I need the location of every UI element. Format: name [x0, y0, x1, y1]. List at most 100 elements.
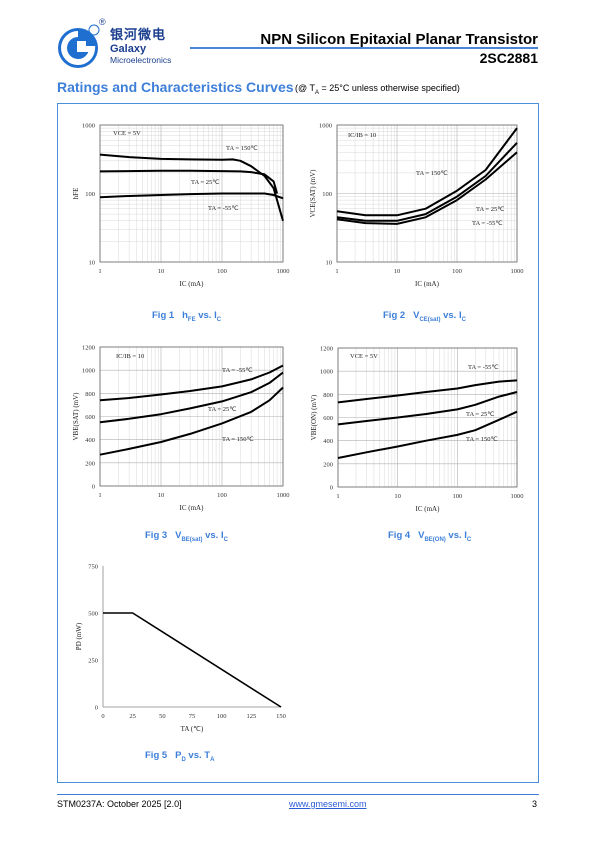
- footer-page-number: 3: [532, 799, 538, 809]
- brand-name: Galaxy: [110, 43, 147, 55]
- chart3-condition-label: IC/IB = 10: [116, 353, 144, 360]
- chart4-x-tick-label: 1000: [511, 493, 524, 500]
- chart5-y-tick-label: 250: [88, 658, 98, 665]
- chart4-series-line-3: [337, 410, 518, 459]
- chart4-plot-border: [337, 347, 518, 488]
- chart2-x-tick-label: 10: [394, 268, 401, 275]
- company-logo-icon: [58, 24, 100, 68]
- chart5-x-tick-label: 25: [129, 713, 136, 720]
- chart1-y-tick-label: 10: [89, 260, 96, 267]
- chart2-x-tick-label: 1000: [511, 268, 524, 275]
- chart4-series-line-1: [337, 379, 518, 404]
- chart3-x-axis-label: IC (mA): [180, 504, 205, 512]
- chart1-series-line-3: [99, 192, 284, 200]
- fig3-caption: Fig 3 VBE(sat) vs. IC: [145, 530, 228, 543]
- chart3-y-axis-label: VBE(SAT) (mV): [72, 392, 80, 441]
- charts-frame: [57, 103, 539, 783]
- chart5-x-tick-label: 50: [159, 713, 166, 720]
- chart5-x-tick-label: 0: [101, 713, 104, 720]
- chart3-y-tick-label: 200: [85, 460, 95, 467]
- chart1-x-tick-label: 1: [98, 268, 101, 275]
- chart5-x-tick-label: 125: [246, 713, 256, 720]
- chart2-x-tick-label: 100: [452, 268, 462, 275]
- section-title: Ratings and Characteristics Curves: [57, 79, 294, 95]
- chart5-x-tick-label: 150: [276, 713, 286, 720]
- chart1-y-tick-label: 1000: [82, 123, 95, 130]
- chart2-plot-border: [336, 124, 518, 263]
- brand-chinese-name: 银河微电: [110, 27, 167, 42]
- chart4-y-tick-label: 400: [323, 438, 333, 445]
- chart3-y-tick-label: 600: [85, 414, 95, 421]
- chart5-y-tick-label: 500: [88, 611, 98, 618]
- footer-rule: [57, 794, 539, 795]
- chart1-plot-border: [99, 124, 284, 263]
- chart1-y-axis-label: hFE: [72, 188, 80, 200]
- chart4-series-label-3: TA = 150℃: [466, 436, 498, 443]
- chart3-y-tick-label: 400: [85, 437, 95, 444]
- chart4-y-tick-label: 200: [323, 461, 333, 468]
- chart3-y-tick-label: 0: [92, 484, 95, 491]
- chart1-series-line-2: [99, 169, 279, 194]
- footer-website-link[interactable]: www.gmesemi.com: [289, 799, 367, 809]
- fig2-caption: Fig 2 VCE(sat) vs. IC: [383, 310, 466, 323]
- chart1-x-tick-label: 1000: [277, 268, 290, 275]
- chart4-y-tick-label: 1200: [320, 346, 333, 353]
- chart4-series-label-1: TA = -55℃: [468, 364, 499, 371]
- chart1-x-tick-label: 100: [217, 268, 227, 275]
- chart1-series-line-1: [99, 153, 284, 222]
- chart3-x-tick-label: 100: [217, 492, 227, 499]
- chart3-series-line-2: [99, 371, 284, 424]
- chart3-y-tick-label: 800: [85, 391, 95, 398]
- brand-subname: Microelectronics: [110, 55, 172, 65]
- chart2-y-tick-label: 100: [322, 191, 332, 198]
- chart2-series-line-1: [336, 127, 518, 217]
- chart5-x-tick-label: 75: [189, 713, 196, 720]
- chart3-plot-border: [99, 346, 284, 487]
- part-number: 2SC2881: [479, 50, 538, 66]
- chart2-series-label-1: TA = 150℃: [416, 170, 448, 177]
- footer-doc-id: STM0237A: October 2025 [2.0]: [57, 799, 182, 809]
- chart5-y-tick-label: 750: [88, 564, 98, 571]
- header-rule: [190, 47, 538, 49]
- chart2-series-label-3: TA = -55℃: [472, 220, 503, 227]
- chart5-y-axis-label: PD (mW): [75, 622, 83, 650]
- chart2-series-label-2: TA = 25℃: [476, 206, 505, 213]
- chart5-series-line-1: [103, 612, 282, 708]
- document-title: NPN Silicon Epitaxial Planar Transistor: [260, 31, 538, 48]
- chart1-condition-label: VCE = 5V: [113, 130, 141, 137]
- chart1-y-tick-label: 100: [85, 191, 95, 198]
- chart4-series-label-2: TA = 25℃: [466, 411, 495, 418]
- chart1-series-label-3: TA = -55℃: [208, 205, 239, 212]
- chart2-x-axis-label: IC (mA): [415, 280, 440, 288]
- chart3-series-line-3: [99, 386, 284, 456]
- chart4-y-axis-label: VBE(ON) (mV): [310, 394, 318, 440]
- chart4-y-tick-label: 800: [323, 392, 333, 399]
- chart3-series-label-2: TA = 25℃: [208, 406, 237, 413]
- chart2-x-tick-label: 1: [335, 268, 338, 275]
- chart2-y-axis-label: VCE(SAT) (mV): [309, 169, 317, 218]
- chart2-y-tick-label: 1000: [319, 123, 332, 130]
- chart4-y-tick-label: 600: [323, 415, 333, 422]
- chart5-x-tick-label: 100: [217, 713, 227, 720]
- fig4-caption: Fig 4 VBE(ON) vs. IC: [388, 530, 472, 543]
- chart4-condition-label: VCE = 5V: [350, 353, 378, 360]
- chart2-series-line-3: [336, 151, 518, 225]
- chart4-y-tick-label: 1000: [320, 369, 333, 376]
- registered-mark: ®: [99, 17, 106, 27]
- chart4-x-tick-label: 10: [394, 493, 401, 500]
- chart4-y-tick-label: 0: [330, 485, 333, 492]
- fig5-caption: Fig 5 PD vs. TA: [145, 750, 215, 763]
- chart2-series-line-2: [336, 142, 518, 222]
- chart5-x-axis-label: TA (℃): [181, 725, 204, 733]
- chart4-series-line-2: [337, 391, 518, 426]
- chart3-y-tick-label: 1200: [82, 345, 95, 352]
- chart4-x-tick-label: 1: [336, 493, 339, 500]
- chart5-y-tick-label: 0: [95, 705, 98, 712]
- fig1-caption: Fig 1 hFE vs. IC: [152, 310, 222, 323]
- chart3-x-tick-label: 1000: [277, 492, 290, 499]
- chart3-series-label-1: TA = -55℃: [222, 367, 253, 374]
- chart1-x-tick-label: 10: [158, 268, 165, 275]
- chart4-x-axis-label: IC (mA): [416, 505, 441, 513]
- chart1-series-label-1: TA = 150℃: [226, 145, 258, 152]
